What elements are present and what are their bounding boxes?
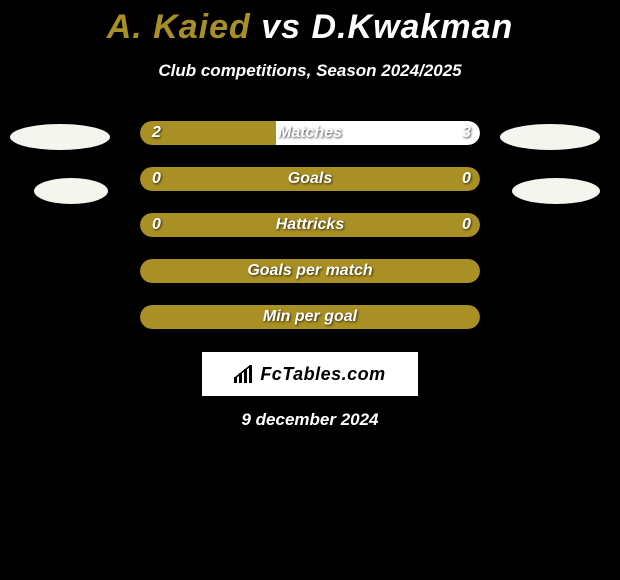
metric-label: Goals per match (140, 259, 480, 283)
logo: FcTables.com (234, 364, 385, 385)
title-player-left: A. Kaied (107, 8, 251, 46)
metric-label: Min per goal (140, 305, 480, 329)
metric-label: Goals (140, 167, 480, 191)
logo-box: FcTables.com (202, 352, 418, 396)
metric-label: Hattricks (140, 213, 480, 237)
bars-icon (234, 365, 256, 383)
subtitle: Club competitions, Season 2024/2025 (0, 61, 620, 81)
stats-rows: 23Matches00Goals00HattricksGoals per mat… (0, 121, 620, 329)
title-vs: vs (261, 8, 301, 46)
page-title: A. Kaied vs D.Kwakman (0, 0, 620, 47)
stat-row: 00Hattricks (0, 213, 620, 237)
metric-label: Matches (140, 121, 480, 145)
title-player-right: D.Kwakman (312, 8, 514, 46)
ellipse-icon (500, 124, 600, 150)
ellipse-icon (10, 124, 110, 150)
ellipse-icon (512, 178, 600, 204)
stat-row: Min per goal (0, 305, 620, 329)
ellipse-icon (34, 178, 108, 204)
logo-text: FcTables.com (260, 364, 385, 384)
date-text: 9 december 2024 (0, 410, 620, 430)
stat-row: Goals per match (0, 259, 620, 283)
